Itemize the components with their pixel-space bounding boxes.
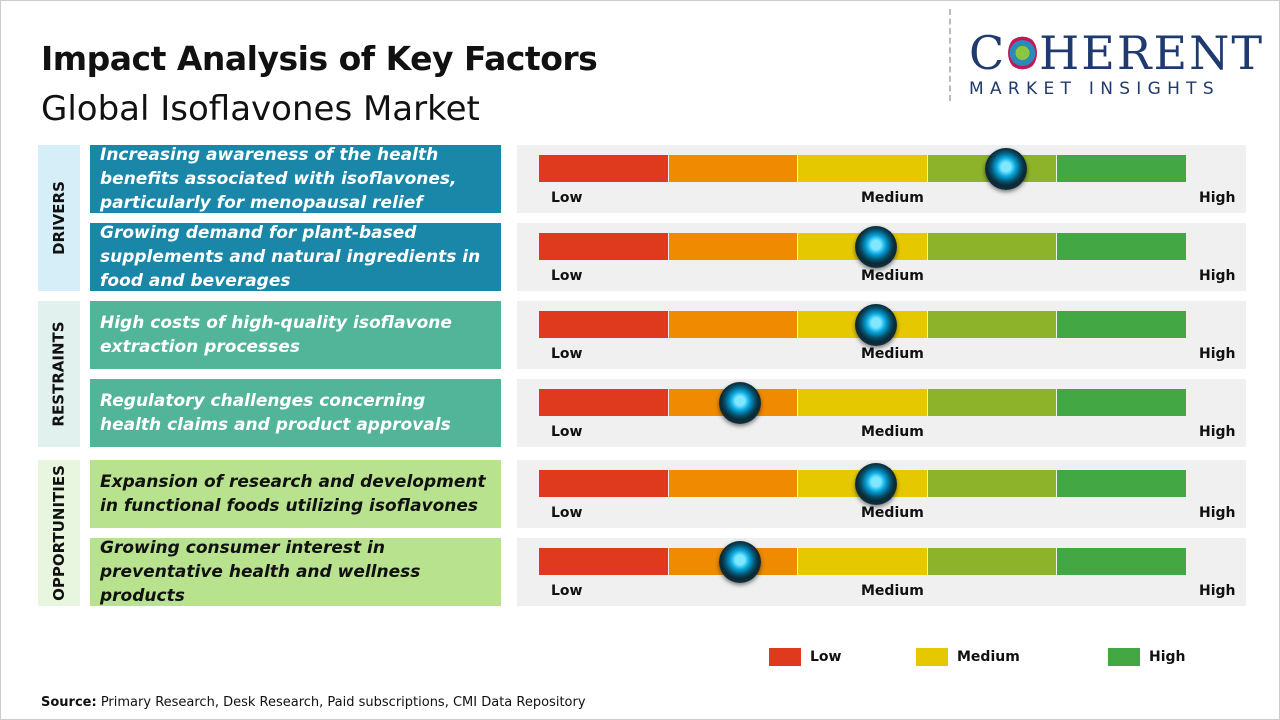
gauge-segment <box>668 233 798 260</box>
impact-gauge: Low Medium High <box>517 223 1246 291</box>
gauge-segment <box>927 470 1057 497</box>
category-label-opportunities: OPPORTUNITIES <box>38 460 80 606</box>
divider <box>949 9 951 101</box>
gauge-label-medium: Medium <box>861 268 924 284</box>
category-label-restraints: RESTRAINTS <box>38 301 80 447</box>
impact-gauge: Low Medium High <box>517 538 1246 606</box>
gauge-label-high: High <box>1199 583 1236 599</box>
gauge-indicator-knob <box>984 148 1027 190</box>
factor-box: Regulatory challenges concerning health … <box>90 379 501 447</box>
factor-box: Expansion of research and development in… <box>90 460 501 528</box>
gauge-segment <box>1057 155 1186 182</box>
category-name: RESTRAINTS <box>50 321 69 427</box>
logo-letter: C <box>969 26 1007 80</box>
gauge-segment <box>927 548 1057 575</box>
factor-box: Growing consumer interest in preventativ… <box>90 538 501 606</box>
gauge-label-high: High <box>1199 190 1236 206</box>
legend-item: Low <box>769 648 841 666</box>
category-label-drivers: DRIVERS <box>38 145 80 291</box>
gauge-segment <box>668 155 798 182</box>
gauge-segment <box>1057 389 1186 416</box>
gauge-label-medium: Medium <box>861 190 924 206</box>
gauge-label-medium: Medium <box>861 583 924 599</box>
gauge-segment <box>539 155 668 182</box>
gauge-indicator-knob <box>854 226 897 268</box>
legend-swatch <box>1108 648 1140 666</box>
gauge-label-low: Low <box>551 583 583 599</box>
gauge-segment <box>539 311 668 338</box>
gauge-segment <box>539 548 668 575</box>
gauge-label-medium: Medium <box>861 424 924 440</box>
gauge-segment <box>798 548 927 575</box>
gauge-label-medium: Medium <box>861 346 924 362</box>
logo: C HERENT MARKET INSIGHTS <box>969 29 1264 99</box>
gauge-segment <box>927 311 1057 338</box>
gauge-indicator-knob <box>854 304 897 346</box>
page-subtitle: Global Isoflavones Market <box>41 89 480 129</box>
gauge-indicator-knob <box>718 382 761 424</box>
gauge-segment <box>1057 548 1186 575</box>
gauge-segment <box>539 389 668 416</box>
gauge-segment <box>927 389 1057 416</box>
impact-gauge: Low Medium High <box>517 460 1246 528</box>
legend-swatch <box>769 648 801 666</box>
logo-word: HERENT <box>1039 26 1264 80</box>
legend-item: High <box>1108 648 1186 666</box>
gauge-segment <box>668 311 798 338</box>
gauge-segment <box>668 470 798 497</box>
gauge-indicator-knob <box>718 541 761 583</box>
gauge-label-high: High <box>1199 505 1236 521</box>
gauge-segment <box>1057 233 1186 260</box>
page-title: Impact Analysis of Key Factors <box>41 39 598 78</box>
globe-icon <box>1008 35 1038 71</box>
source-label: Source: <box>41 695 97 710</box>
gauge-segment <box>1057 311 1186 338</box>
category-name: OPPORTUNITIES <box>50 465 68 601</box>
gauge-segment <box>798 155 927 182</box>
category-name: DRIVERS <box>50 181 69 255</box>
impact-gauge: Low Medium High <box>517 379 1246 447</box>
gauge-label-high: High <box>1199 424 1236 440</box>
gauge-segment <box>539 233 668 260</box>
legend-label: High <box>1149 649 1186 665</box>
gauge-label-medium: Medium <box>861 505 924 521</box>
factor-box: High costs of high-quality isoflavone ex… <box>90 301 501 369</box>
factor-box: Growing demand for plant-based supplemen… <box>90 223 501 291</box>
gauge-segment <box>798 389 927 416</box>
legend-swatch <box>916 648 948 666</box>
source-text: Primary Research, Desk Research, Paid su… <box>96 695 586 710</box>
source-note: Source: Primary Research, Desk Research,… <box>41 695 586 710</box>
gauge-label-low: Low <box>551 346 583 362</box>
gauge-label-low: Low <box>551 268 583 284</box>
impact-gauge: Low Medium High <box>517 301 1246 369</box>
gauge-label-high: High <box>1199 346 1236 362</box>
impact-gauge: Low Medium High <box>517 145 1246 213</box>
gauge-indicator-knob <box>854 463 897 505</box>
gauge-segment <box>539 470 668 497</box>
legend-label: Medium <box>957 649 1020 665</box>
gauge-label-low: Low <box>551 505 583 521</box>
gauge-label-low: Low <box>551 190 583 206</box>
factor-box: Increasing awareness of the health benef… <box>90 145 501 213</box>
gauge-label-low: Low <box>551 424 583 440</box>
legend-label: Low <box>810 649 842 665</box>
logo-tagline: MARKET INSIGHTS <box>969 79 1220 99</box>
gauge-segment <box>927 233 1057 260</box>
gauge-segment <box>1057 470 1186 497</box>
legend-item: Medium <box>916 648 1020 666</box>
gauge-label-high: High <box>1199 268 1236 284</box>
